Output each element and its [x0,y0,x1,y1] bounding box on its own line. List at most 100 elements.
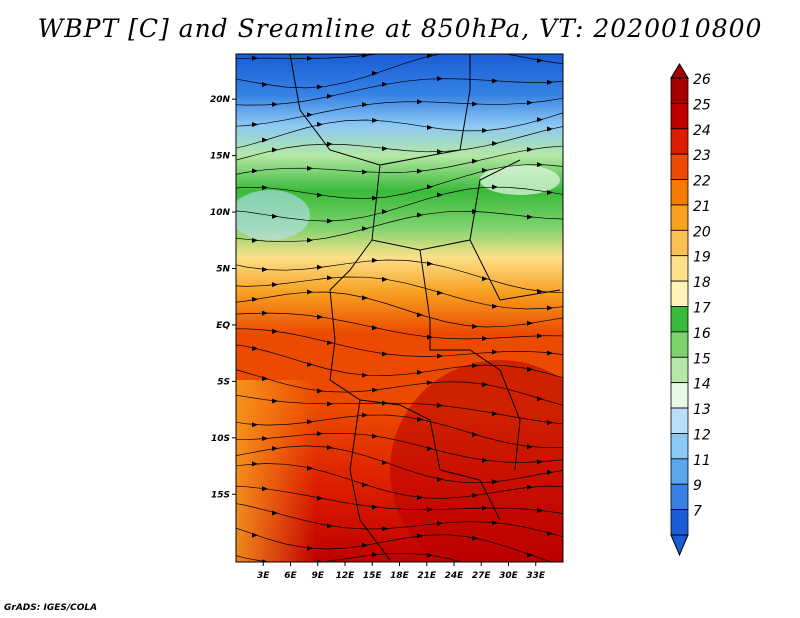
colorbar-label: 23 [693,148,711,164]
streamline-arrow [362,542,368,548]
streamline [236,463,563,499]
streamline [236,145,563,175]
streamline-arrow [262,436,268,442]
streamline-arrow [437,290,443,296]
streamline-arrow [472,37,478,42]
streamline-arrow [317,314,323,320]
streamline-arrow [492,411,498,417]
streamline-arrow [317,495,323,501]
streamline-arrow [492,78,498,84]
streamline-arrow [547,190,553,196]
streamline-arrow [492,520,498,526]
colorbar-swatch [670,77,689,104]
streamline-arrow [417,416,423,422]
colorbar-label: 26 [693,72,711,88]
streamline-arrow [427,507,433,513]
lon-tick-label: 15E [363,571,383,581]
streamline-arrow [272,213,278,219]
streamline-arrow [527,366,533,372]
streamline-arrow [537,288,543,294]
streamline-arrow [437,192,443,198]
streamline-arrow [472,362,478,368]
streamline-arrow [317,121,323,127]
streamline-arrow [492,349,498,355]
streamline-arrow [537,162,543,168]
streamline-arrow [307,165,313,171]
colorbar-label: 7 [693,504,702,520]
longitude-axis: 3E 6E 9E 12E 15E 18E 21E 24E 27E 30E 33E [257,562,546,581]
streamline-arrow [547,305,553,311]
streamline-arrow [437,353,443,359]
streamline-arrow [437,76,443,82]
colorbar-label: 13 [693,402,711,418]
streamline-arrow [307,465,313,471]
streamline-arrow [482,128,488,134]
streamline-arrow [327,340,333,346]
streamline-arrow [262,267,268,273]
colorbar-swatch [670,356,689,384]
streamline-arrow [527,484,533,490]
streamline-arrow [492,479,498,485]
colorbar: 26 25 24 23 22 21 20 19 18 17 16 15 14 13 12 11 9 7 [670,63,711,557]
streamline [236,414,563,449]
streamline-arrow [317,559,323,562]
streamline-arrow [262,559,268,562]
colorbar-swatch [670,153,689,180]
streamline-arrow [482,457,488,463]
streamline-arrow [482,54,483,55]
streamline-arrow [427,184,433,190]
lat-tick-label: 5N [216,264,230,274]
colorbar-label: 17 [693,301,711,317]
colorbar-label: 16 [693,326,711,342]
colorbar-swatch [670,102,689,130]
colorbar-swatch [670,255,689,282]
streamline-arrow [362,295,368,301]
streamline-arrow [272,510,278,516]
streamline-arrow [327,93,333,99]
streamline-arrow [527,214,533,220]
streamline-arrow [382,351,388,357]
streamline-arrow [427,552,433,558]
streamline-arrow [307,289,313,295]
streamline-arrow [317,388,323,394]
streamline-arrow [472,432,478,438]
streamline-arrow [547,79,553,85]
streamline-arrow [362,169,368,175]
colorbar-label: 11 [693,453,711,469]
streamline-arrow [382,81,388,87]
streamline-arrow [252,422,258,428]
streamline-arrow [252,532,258,538]
streamline-arrow [252,296,258,302]
lon-tick-label: 33E [526,571,546,581]
colorbar-swatch [670,382,689,409]
streamline-arrow [372,387,378,393]
streamline-arrow [272,282,278,288]
colorbar-label: 9 [693,478,702,494]
colorbar-swatch [670,179,689,206]
lat-tick-label: 20N [210,95,231,105]
colorbar-label: 19 [693,250,711,266]
streamline-arrow [547,350,553,356]
streamline-arrow [427,446,433,452]
colorbar-swatch [670,306,689,333]
streamline-arrow [492,303,498,309]
streamline-arrow [427,125,433,131]
streamline-arrow [492,184,498,190]
streamline-arrow [272,101,278,107]
streamline-arrow [492,140,498,146]
streamline-arrow [262,81,268,87]
lat-tick-label: 10N [210,208,231,218]
streamline-arrow [372,70,378,76]
streamline-arrow [472,492,478,498]
streamline-arrow [252,345,258,351]
colorbar-label: 14 [693,377,711,393]
streamline-arrow [527,146,533,152]
lat-tick-label: 5S [217,377,230,387]
streamlines [236,37,563,562]
streamline-arrow [327,445,333,451]
streamline-arrow [472,158,478,164]
lat-tick-label: 15N [210,152,231,162]
streamline-arrow [262,376,268,382]
colorbar-label: 24 [693,123,711,139]
colorbar-swatch [670,331,689,358]
